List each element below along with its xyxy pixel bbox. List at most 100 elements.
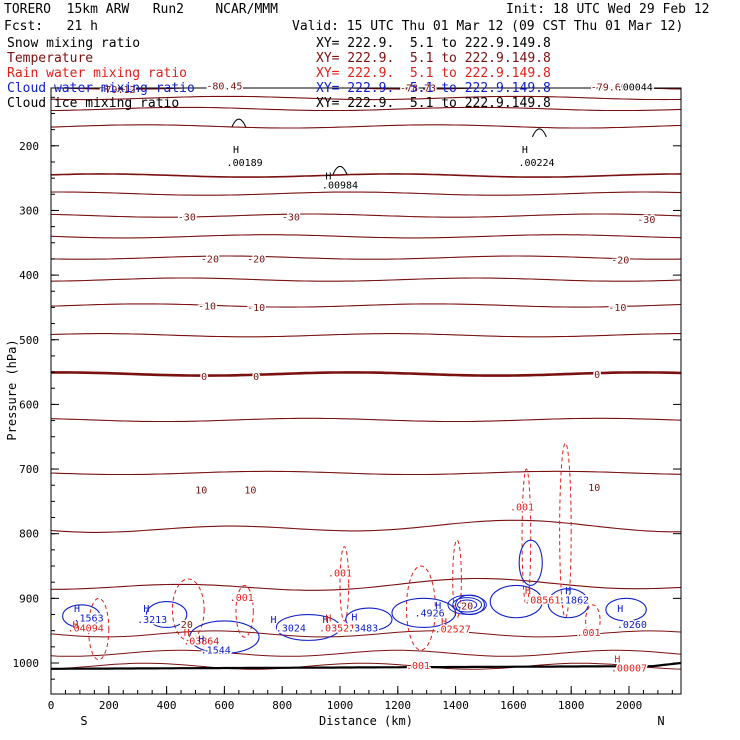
cloud-water-contour (275, 613, 341, 641)
high-marker: H (198, 634, 204, 645)
rain-contour (88, 597, 110, 661)
high-marker: H (325, 614, 331, 625)
high-marker: H (143, 604, 149, 615)
contour-label: 20 (461, 601, 473, 612)
y-tick-label: 600 (19, 398, 39, 411)
contour-label: 10 (588, 483, 600, 494)
contour-label: .08561 (524, 596, 560, 607)
contour-label: -30 (637, 215, 655, 226)
cloud-water-contour (605, 597, 647, 622)
high-marker: H (614, 654, 620, 665)
contour-label: .001 (328, 568, 352, 579)
rain-contour (521, 468, 532, 606)
contour-label: .001 (406, 661, 430, 672)
legend-field: Rain water mixing ratio (7, 66, 188, 81)
legend-coordinates: XY= 222.9. 5.1 to 222.9.149.8 (316, 96, 551, 111)
isotherm--20 (51, 255, 681, 260)
x-tick-label: 200 (99, 699, 119, 712)
surface-line (51, 661, 681, 670)
isotherm--50 (51, 124, 681, 129)
x-tick-label: 600 (214, 699, 234, 712)
south-label: S (80, 714, 87, 728)
contour-label: -79.60 (591, 82, 627, 93)
cloud-water-contour (518, 539, 543, 586)
cloud-water-contour (189, 620, 260, 654)
cloud-water-core (457, 599, 478, 611)
x-tick-label: 1800 (558, 699, 585, 712)
legend-coordinates: XY= 222.9. 5.1 to 222.9.149.8 (316, 51, 551, 66)
rain-contour (339, 546, 350, 622)
init-time: Init: 18 UTC Wed 29 Feb 12 (506, 2, 710, 17)
legend-coordinates: XY= 222.9. 5.1 to 222.9.149.8 (316, 81, 551, 96)
contour-label: -10 (198, 301, 216, 312)
x-tick-label: 1000 (327, 699, 354, 712)
isotherm--70 (51, 95, 681, 101)
legend-field: Cloud ice mixing ratio (7, 96, 180, 111)
contour-label: -20 (611, 256, 629, 267)
contour-label: .1544 (201, 645, 231, 656)
x-tick-label: 800 (272, 699, 292, 712)
contour-label: -79.12 (99, 85, 135, 96)
rain-contour (452, 539, 462, 619)
contour-label: .4926 (415, 609, 445, 620)
contour-label: .3024 (276, 623, 306, 634)
high-marker: H (325, 172, 331, 183)
cloud-water-contour (345, 607, 393, 632)
contour-label: .03521 (319, 623, 355, 634)
x-tick-label: 2000 (616, 699, 643, 712)
cloud-ice-contour (531, 128, 547, 138)
isotherm-0 (51, 371, 681, 377)
x-tick-label: 400 (157, 699, 177, 712)
x-tick-label: 1200 (385, 699, 412, 712)
high-marker: H (74, 604, 80, 615)
y-axis-title: Pressure (hPa) (5, 339, 19, 440)
contour-label: -30 (282, 212, 300, 223)
y-tick-label: 900 (19, 592, 39, 605)
high-marker: H (73, 620, 79, 631)
isotherm-5 (51, 417, 681, 423)
contour-label: .0260 (617, 620, 647, 631)
contour-label: -10 (247, 303, 265, 314)
cloud-water-contour (489, 584, 543, 619)
isotherm-10 (51, 470, 681, 476)
isotherm--60 (51, 106, 681, 112)
isotherm-boundary-layer (51, 630, 681, 638)
cloud-water-core (452, 597, 483, 613)
contour-label: .00984 (322, 181, 358, 192)
plot-frame (50, 87, 682, 695)
x-tick-label: 1400 (442, 699, 469, 712)
high-marker: H (271, 615, 277, 626)
forecast-hour: Fcst: 21 h (4, 19, 98, 34)
isotherm--40 (51, 173, 681, 178)
rain-contour (585, 604, 601, 638)
contour-label: .00044 (617, 82, 653, 93)
high-marker: H (323, 615, 329, 626)
contour-label: .00224 (518, 158, 554, 169)
high-marker: H (351, 612, 357, 623)
x-tick-label: 0 (48, 699, 55, 712)
contour-label: .04094 (68, 623, 104, 634)
contour-label: -30 (178, 212, 196, 223)
legend-field: Temperature (7, 51, 94, 66)
cloud-water-core (461, 601, 473, 608)
y-tick-label: 700 (19, 463, 39, 476)
x-tick-label: 1600 (500, 699, 527, 712)
isotherm-15 (51, 519, 681, 533)
contour-label: .3213 (137, 615, 167, 626)
contour-label: .001 (230, 593, 254, 604)
high-marker: H (435, 601, 441, 612)
contour-label: -78.73 (400, 84, 436, 95)
model-title: TORERO 15km ARW Run2 NCAR/MMM (4, 2, 278, 17)
contour-label: 20 (577, 597, 589, 608)
isotherm--30 (51, 213, 681, 218)
valid-time: Valid: 15 UTC Thu 01 Mar 12 (09 CST Thu … (292, 19, 684, 34)
cloud-ice-contour (332, 165, 348, 175)
y-tick-label: 1000 (13, 657, 40, 670)
contour-label: .001 (510, 503, 534, 514)
contour-label: .1563 (74, 614, 104, 625)
rain-contour (235, 584, 254, 638)
high-marker: H (184, 628, 190, 639)
isotherm--35 (51, 191, 681, 196)
cloud-water-contour (145, 601, 188, 628)
isotherm--10 (51, 303, 681, 308)
